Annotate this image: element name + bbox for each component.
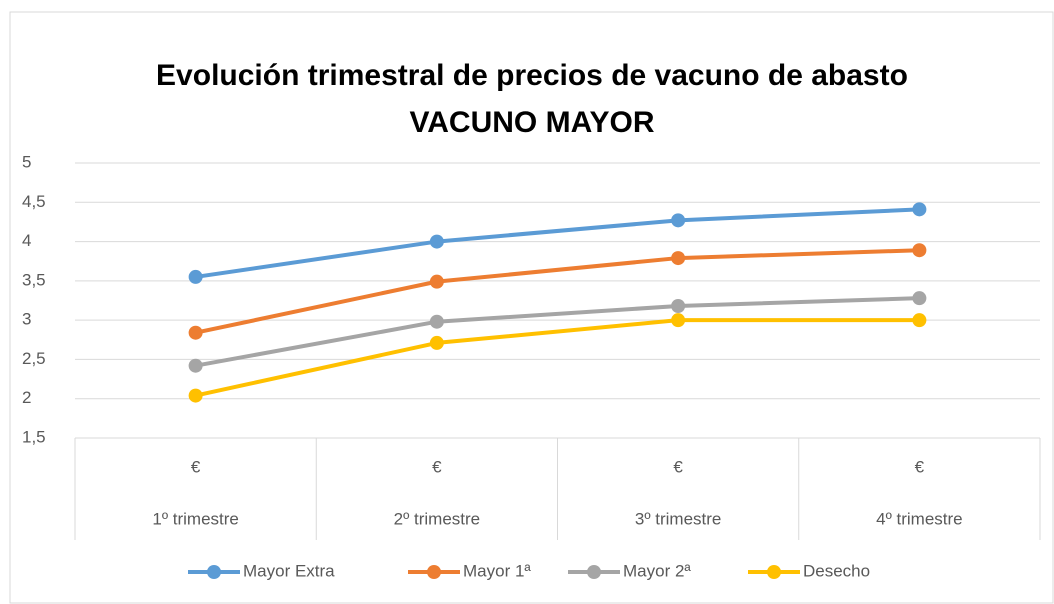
chart-border	[9, 11, 1054, 604]
data-point	[912, 243, 927, 258]
y-tick-label: 5	[22, 152, 31, 171]
legend-marker	[427, 565, 441, 579]
y-tick-label: 4,5	[22, 192, 46, 211]
legend-label: Desecho	[803, 561, 870, 580]
y-tick-label: 1,5	[22, 427, 46, 446]
legend-marker	[207, 565, 221, 579]
data-point	[429, 274, 444, 289]
x-tick-label: 4º trimestre	[876, 509, 963, 528]
data-point	[671, 313, 686, 328]
data-point	[671, 213, 686, 228]
series-line	[195, 296, 920, 368]
x-tick-sublabel: €	[673, 457, 683, 476]
y-tick-label: 2	[22, 388, 31, 407]
data-point	[671, 251, 686, 266]
x-tick-label: 3º trimestre	[635, 509, 722, 528]
data-point	[912, 291, 927, 306]
data-point	[188, 325, 203, 340]
series-line	[195, 207, 920, 279]
legend-label: Mayor 1ª	[463, 561, 531, 580]
y-tick-label: 3,5	[22, 270, 46, 289]
data-point	[188, 269, 203, 284]
y-tick-label: 4	[22, 231, 31, 250]
data-point	[912, 202, 927, 217]
data-point	[429, 335, 444, 350]
y-tick-label: 2,5	[22, 349, 46, 368]
data-point	[188, 358, 203, 373]
chart-subtitle: VACUNO MAYOR	[409, 106, 654, 139]
series-line	[195, 248, 920, 335]
legend-label: Mayor 2ª	[623, 561, 691, 580]
data-point	[912, 313, 927, 328]
data-point	[429, 314, 444, 329]
x-tick-sublabel: €	[915, 457, 925, 476]
legend-marker	[587, 565, 601, 579]
x-tick-sublabel: €	[432, 457, 442, 476]
x-tick-sublabel: €	[191, 457, 201, 476]
data-point	[671, 299, 686, 313]
legend-marker	[767, 565, 781, 579]
series-line	[195, 318, 920, 398]
x-tick-label: 1º trimestre	[152, 509, 239, 528]
legend-label: Mayor Extra	[243, 561, 335, 580]
y-tick-label: 3	[22, 310, 31, 329]
data-point	[188, 388, 203, 403]
data-point	[429, 234, 444, 249]
x-tick-label: 2º trimestre	[394, 509, 481, 528]
chart-title: Evolución trimestral de precios de vacun…	[156, 59, 908, 92]
